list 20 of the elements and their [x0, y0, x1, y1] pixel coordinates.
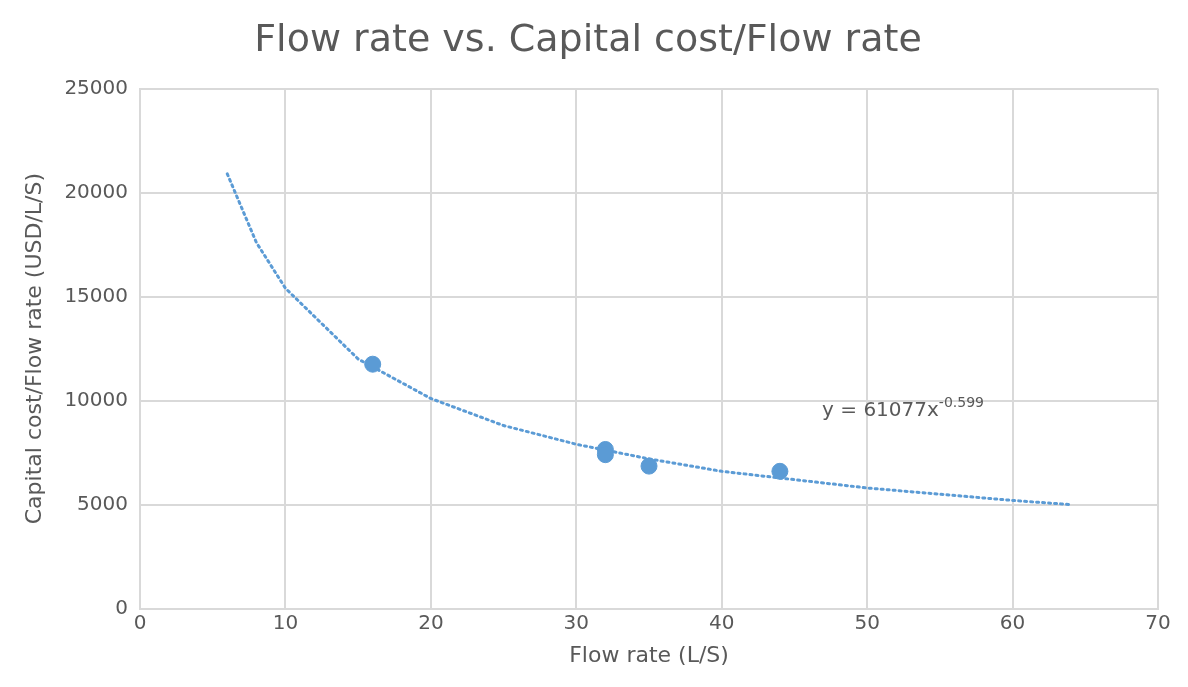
y-tick-label: 25000 — [64, 74, 129, 99]
x-tick-label: 0 — [133, 609, 147, 634]
x-tick-label: 60 — [999, 609, 1026, 634]
point — [640, 457, 658, 475]
x-axis-title: Flow rate (L/S) — [569, 641, 729, 667]
chart-title: Flow rate vs. Capital cost/Flow rate — [254, 15, 922, 60]
x-tick-label: 50 — [854, 609, 880, 634]
y-tick-label: 15000 — [64, 282, 129, 307]
point — [364, 355, 382, 373]
y-tick-label: 10000 — [64, 386, 129, 411]
x-tick-label: 10 — [272, 609, 299, 634]
x-tick-label: 20 — [418, 609, 444, 634]
x-tick-label: 40 — [709, 609, 735, 634]
y-tick-label: 20000 — [64, 178, 129, 203]
point — [771, 462, 789, 480]
y-axis-title: Capital cost/Flow rate (USD/L/S) — [20, 172, 46, 525]
x-tick-label: 70 — [1145, 609, 1171, 634]
y-tick-label: 5000 — [77, 490, 129, 515]
line-series — [225, 172, 1073, 507]
x-tick-label: 30 — [563, 609, 590, 634]
